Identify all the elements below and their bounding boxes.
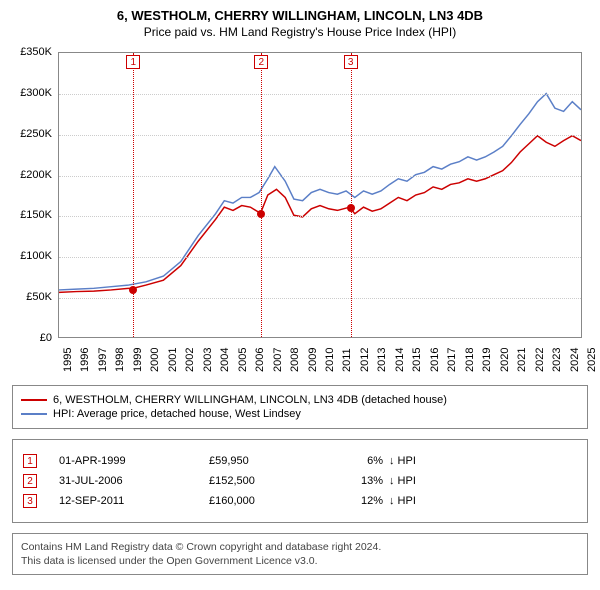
x-tick-label: 2007 [272,348,277,372]
legend-swatch [21,413,47,415]
marker-number-box: 3 [344,55,358,69]
x-tick-label: 2018 [464,348,469,372]
transaction-price: £152,500 [209,475,329,487]
x-tick-label: 2011 [341,348,346,372]
x-tick-label: 2016 [429,348,434,372]
page-container: 6, WESTHOLM, CHERRY WILLINGHAM, LINCOLN,… [0,0,600,587]
y-tick-label: £250K [12,128,52,140]
x-tick-label: 2023 [551,348,556,372]
y-tick-label: £200K [12,169,52,181]
sale-point-dot [347,204,355,212]
x-tick-label: 2022 [534,348,539,372]
transaction-direction: ↓ HPI [389,495,416,507]
plot-area: 1 2 3 [58,52,582,338]
x-tick-label: 2001 [167,348,172,372]
gridline [59,94,581,95]
x-tick-label: 2025 [586,348,591,372]
marker-number-box: 2 [254,55,268,69]
transaction-direction: ↓ HPI [389,475,416,487]
gridline [59,135,581,136]
transaction-row: 1 01-APR-1999£59,9506%↓ HPI [23,454,577,468]
transaction-marker: 1 [23,454,37,468]
x-tick-label: 2002 [184,348,189,372]
sale-point-dot [257,210,265,218]
x-tick-label: 2008 [289,348,294,372]
series-hpi [59,94,581,290]
footer-line-2: This data is licensed under the Open Gov… [21,554,579,568]
marker-vline [133,53,134,337]
transaction-date: 12-SEP-2011 [59,495,209,507]
y-tick-label: £0 [12,332,52,344]
x-tick-label: 1995 [62,348,67,372]
marker-vline [351,53,352,337]
legend-label: 6, WESTHOLM, CHERRY WILLINGHAM, LINCOLN,… [53,394,447,406]
transactions-box: 101-APR-1999£59,9506%↓ HPI231-JUL-2006£1… [12,439,588,523]
transaction-price: £59,950 [209,455,329,467]
x-tick-label: 2013 [376,348,381,372]
x-tick-label: 2010 [324,348,329,372]
x-tick-label: 2020 [499,348,504,372]
transaction-price: £160,000 [209,495,329,507]
y-tick-label: £50K [12,291,52,303]
x-tick-label: 1996 [79,348,84,372]
x-tick-label: 2006 [254,348,259,372]
gridline [59,298,581,299]
x-tick-label: 2024 [569,348,574,372]
x-tick-label: 2014 [394,348,399,372]
y-tick-label: £150K [12,209,52,221]
x-tick-label: 2015 [411,348,416,372]
transaction-date: 31-JUL-2006 [59,475,209,487]
x-tick-label: 1997 [97,348,102,372]
transaction-diff-pct: 12% [329,495,389,507]
legend-row: 6, WESTHOLM, CHERRY WILLINGHAM, LINCOLN,… [21,394,579,406]
legend-swatch [21,399,47,401]
x-tick-label: 2003 [202,348,207,372]
x-tick-label: 2021 [516,348,521,372]
gridline [59,257,581,258]
legend-row: HPI: Average price, detached house, West… [21,408,579,420]
footer-line-1: Contains HM Land Registry data © Crown c… [21,540,579,554]
transaction-date: 01-APR-1999 [59,455,209,467]
y-tick-label: £300K [12,87,52,99]
marker-number-box: 1 [126,55,140,69]
series-property [59,136,581,293]
x-tick-label: 2017 [446,348,451,372]
chart-title: 6, WESTHOLM, CHERRY WILLINGHAM, LINCOLN,… [12,8,588,23]
transaction-diff-pct: 6% [329,455,389,467]
x-tick-label: 2019 [481,348,486,372]
footer-attribution: Contains HM Land Registry data © Crown c… [12,533,588,575]
x-tick-label: 1999 [132,348,137,372]
transaction-marker: 2 [23,474,37,488]
x-tick-label: 2005 [237,348,242,372]
transaction-row: 3 12-SEP-2011£160,00012%↓ HPI [23,494,577,508]
chart-area: £0 £50K £100K £150K £200K £250K £300K £350K 1 2 3… [12,47,588,377]
chart-subtitle: Price paid vs. HM Land Registry's House … [12,25,588,39]
legend-box: 6, WESTHOLM, CHERRY WILLINGHAM, LINCOLN,… [12,385,588,429]
x-tick-label: 2009 [307,348,312,372]
y-tick-label: £100K [12,250,52,262]
x-tick-label: 2012 [359,348,364,372]
transaction-row: 2 31-JUL-2006£152,50013%↓ HPI [23,474,577,488]
transaction-direction: ↓ HPI [389,455,416,467]
chart-lines [59,53,581,337]
x-tick-label: 2004 [219,348,224,372]
transaction-diff-pct: 13% [329,475,389,487]
x-tick-label: 1998 [114,348,119,372]
gridline [59,176,581,177]
marker-vline [261,53,262,337]
y-tick-label: £350K [12,46,52,58]
x-tick-label: 2000 [149,348,154,372]
gridline [59,216,581,217]
transaction-marker: 3 [23,494,37,508]
sale-point-dot [129,286,137,294]
legend-label: HPI: Average price, detached house, West… [53,408,301,420]
